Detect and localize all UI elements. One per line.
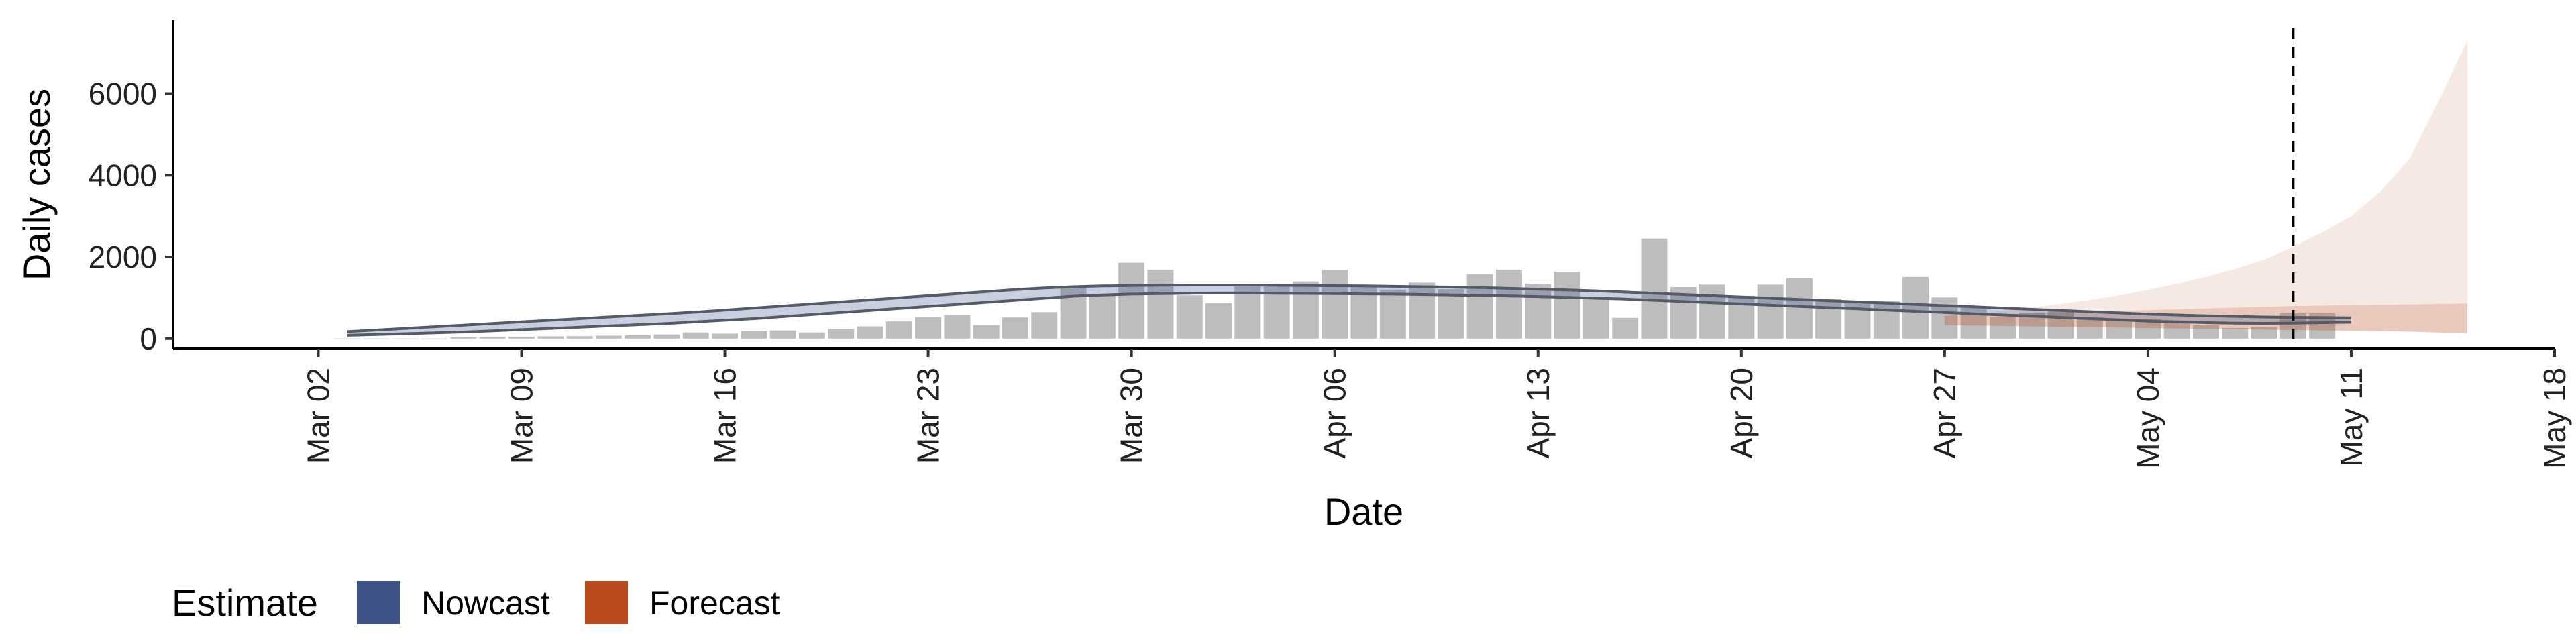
nowcast-lower-line — [347, 291, 2352, 337]
case-bar — [885, 321, 912, 339]
case-bar — [450, 337, 477, 339]
x-tick-label: May 04 — [2131, 368, 2165, 469]
case-bar — [2193, 325, 2219, 339]
case-bar — [1002, 317, 1028, 339]
forecast-layer — [1944, 40, 2468, 333]
case-bar — [1815, 299, 1842, 339]
case-bar — [857, 326, 883, 339]
axes-layer: 0 2000 4000 6000 Mar 02 Mar 09 Mar 16 Mar 23 Mar… — [15, 20, 2572, 533]
case-bar — [712, 333, 739, 339]
case-bar — [2222, 327, 2249, 339]
case-bar — [2076, 317, 2103, 339]
case-bar — [2163, 323, 2190, 339]
x-tick-label: Mar 02 — [301, 368, 335, 464]
case-bar — [973, 325, 1000, 339]
case-bar — [1322, 270, 1348, 339]
x-tick-label: Mar 09 — [504, 368, 539, 464]
case-bar — [1234, 286, 1261, 339]
case-bar — [1147, 269, 1174, 339]
case-bar — [1902, 276, 1929, 339]
case-bar — [508, 337, 535, 339]
case-bar — [769, 330, 796, 339]
y-tick-label: 6000 — [89, 76, 157, 111]
case-bar — [1089, 295, 1116, 339]
x-tick-label: May 11 — [2334, 368, 2369, 466]
case-bar — [537, 336, 564, 339]
case-bar — [1292, 281, 1319, 339]
case-bar — [1699, 284, 1725, 339]
case-bar — [1118, 262, 1145, 339]
case-bar — [1438, 289, 1464, 339]
case-bar — [1612, 317, 1639, 339]
y-axis-title: Daily cases — [15, 89, 58, 280]
bars-layer — [334, 238, 2336, 339]
case-bar — [1379, 289, 1406, 339]
case-bar — [1031, 312, 1058, 339]
nowcast-upper-line — [347, 284, 2352, 333]
legend-swatch — [357, 581, 400, 624]
x-tick-label: Apr 20 — [1724, 368, 1759, 459]
case-bar — [1409, 282, 1436, 339]
case-bar — [1176, 295, 1203, 339]
legend-swatch — [585, 581, 628, 624]
case-bar — [1554, 271, 1580, 339]
case-bar — [1582, 297, 1609, 339]
legend-title: Estimate — [172, 582, 318, 624]
case-bar — [2047, 310, 2074, 339]
case-bar — [566, 336, 593, 339]
x-tick-label: May 18 — [2537, 368, 2572, 469]
x-tick-label: Mar 23 — [911, 368, 946, 464]
nowcast-band — [347, 285, 2351, 335]
case-bar — [1757, 284, 1784, 339]
case-bar — [1960, 306, 1987, 339]
y-tick-label: 4000 — [89, 158, 157, 193]
case-bar — [2106, 319, 2133, 339]
case-bar — [741, 331, 767, 339]
legend-layer: Estimate Nowcast Forecast — [172, 581, 780, 624]
y-tick-label: 0 — [140, 321, 157, 356]
x-tick-label: Apr 06 — [1318, 368, 1352, 459]
case-bar — [1466, 274, 1493, 339]
case-bar — [1873, 301, 1900, 339]
case-bar — [1641, 238, 1668, 339]
case-bar — [653, 334, 680, 339]
case-bar — [1786, 278, 1813, 339]
case-bar — [1989, 316, 2016, 339]
case-bar — [798, 332, 825, 339]
x-axis-title: Date — [1324, 490, 1403, 533]
case-bar — [1495, 269, 1522, 339]
case-bar — [625, 335, 651, 339]
nowcast-layer — [347, 284, 2352, 337]
forecast-inner-band — [1944, 303, 2468, 333]
case-bar — [595, 335, 622, 339]
case-bar — [2251, 327, 2277, 339]
case-bar — [682, 332, 709, 339]
forecast-outer-band — [1944, 40, 2468, 333]
legend-label: Nowcast — [421, 584, 550, 622]
x-tick-label: Mar 16 — [708, 368, 743, 464]
x-tick-label: Mar 30 — [1114, 368, 1149, 464]
legend-label: Forecast — [649, 584, 780, 622]
x-tick-label: Apr 27 — [1927, 368, 1962, 459]
case-bar — [1205, 303, 1232, 339]
x-tick-label: Apr 13 — [1521, 368, 1556, 459]
case-bar — [828, 329, 855, 339]
y-tick-label: 2000 — [89, 239, 157, 274]
case-bar — [1525, 284, 1552, 339]
case-bar — [944, 315, 971, 339]
case-bar — [479, 337, 506, 339]
case-bar — [915, 317, 942, 339]
